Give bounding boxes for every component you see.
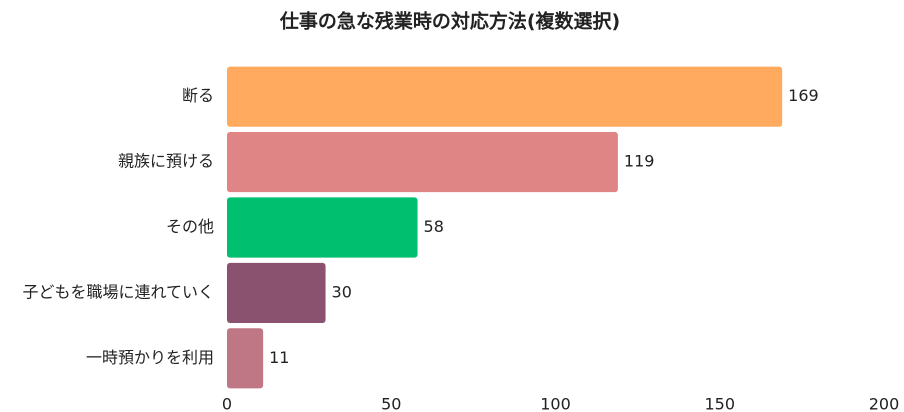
x-tick-label: 200 xyxy=(869,395,900,412)
y-tick-label: 一時預かりを利用 xyxy=(86,348,214,367)
bar xyxy=(227,197,418,258)
x-tick-label: 0 xyxy=(222,395,232,412)
y-tick-label: 子どもを職場に連れていく xyxy=(22,282,214,301)
x-tick-label: 50 xyxy=(381,395,401,412)
y-tick-label: その他 xyxy=(166,217,214,236)
value-label: 58 xyxy=(424,217,444,236)
x-tick-label: 150 xyxy=(704,395,735,412)
chart-title: 仕事の急な残業時の対応方法(複数選択) xyxy=(279,10,620,33)
value-label: 169 xyxy=(788,86,819,105)
bar xyxy=(227,132,618,193)
bar xyxy=(227,262,326,323)
x-tick-label: 100 xyxy=(540,395,571,412)
value-label: 30 xyxy=(332,282,352,301)
bar xyxy=(227,66,783,127)
y-tick-label: 親族に預ける xyxy=(118,152,214,171)
y-tick-label: 断る xyxy=(182,86,214,105)
bar xyxy=(227,328,264,389)
value-label: 11 xyxy=(269,348,289,367)
value-label: 119 xyxy=(624,152,655,171)
